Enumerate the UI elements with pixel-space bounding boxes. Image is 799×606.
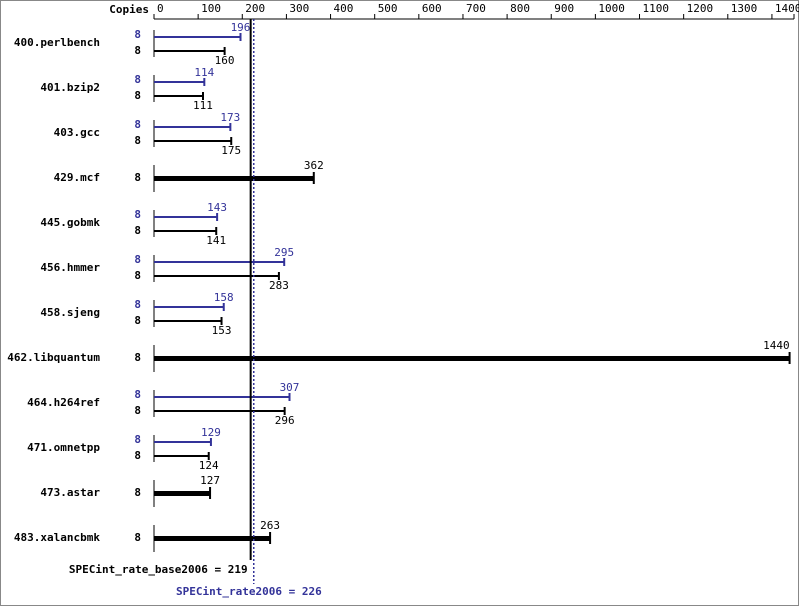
- x-tick-label: 700: [466, 2, 486, 15]
- copies-header: Copies: [109, 3, 149, 16]
- value-label: 153: [212, 324, 232, 337]
- bar: [154, 176, 314, 181]
- value-label: 124: [199, 459, 219, 472]
- category-label: 401.bzip2: [40, 81, 100, 94]
- copies: 8: [134, 44, 141, 57]
- value-label: 141: [206, 234, 226, 247]
- category-label: 473.astar: [40, 486, 100, 499]
- value-label: 111: [193, 99, 213, 112]
- value-label: 127: [200, 474, 220, 487]
- reference-label: SPECint_rate_base2006 = 219: [69, 563, 248, 576]
- copies: 8: [134, 433, 141, 446]
- category-label: 462.libquantum: [7, 351, 100, 364]
- value-label: 196: [231, 21, 251, 34]
- bar: [154, 356, 790, 361]
- value-label: 143: [207, 201, 227, 214]
- copies: 8: [134, 486, 141, 499]
- copies: 8: [134, 531, 141, 544]
- value-label: 129: [201, 426, 221, 439]
- value-label: 362: [304, 159, 324, 172]
- x-tick-label: 1300: [731, 2, 758, 15]
- value-label: 158: [214, 291, 234, 304]
- x-tick-label: 1450: [797, 2, 799, 15]
- x-tick-label: 100: [201, 2, 221, 15]
- copies: 8: [134, 171, 141, 184]
- copies: 8: [134, 28, 141, 41]
- x-tick-label: 800: [510, 2, 530, 15]
- x-tick-label: 1100: [643, 2, 670, 15]
- x-tick-label: 500: [378, 2, 398, 15]
- x-tick-label: 900: [554, 2, 574, 15]
- value-label: 173: [220, 111, 240, 124]
- copies: 8: [134, 224, 141, 237]
- value-label: 296: [275, 414, 295, 427]
- category-label: 456.hmmer: [40, 261, 100, 274]
- value-label: 263: [260, 519, 280, 532]
- copies: 8: [134, 388, 141, 401]
- value-label: 283: [269, 279, 289, 292]
- copies: 8: [134, 449, 141, 462]
- x-tick-label: 0: [157, 2, 164, 15]
- copies: 8: [134, 134, 141, 147]
- copies: 8: [134, 269, 141, 282]
- x-tick-label: 1400: [775, 2, 799, 15]
- x-tick-label: 300: [289, 2, 309, 15]
- category-label: 471.omnetpp: [27, 441, 100, 454]
- copies: 8: [134, 89, 141, 102]
- category-label: 483.xalancbmk: [14, 531, 100, 544]
- category-label: 464.h264ref: [27, 396, 100, 409]
- copies: 8: [134, 314, 141, 327]
- value-label: 295: [274, 246, 294, 259]
- value-label: 114: [194, 66, 214, 79]
- copies: 8: [134, 351, 141, 364]
- category-label: 403.gcc: [54, 126, 100, 139]
- category-label: 445.gobmk: [40, 216, 100, 229]
- value-label: 1440: [763, 339, 790, 352]
- category-label: 458.sjeng: [40, 306, 100, 319]
- copies: 8: [134, 404, 141, 417]
- x-tick-label: 1200: [687, 2, 714, 15]
- bar: [154, 491, 211, 496]
- category-label: 429.mcf: [54, 171, 100, 184]
- category-label: 400.perlbench: [14, 36, 100, 49]
- value-label: 160: [215, 54, 235, 67]
- value-label: 307: [280, 381, 300, 394]
- copies: 8: [134, 208, 141, 221]
- copies: 8: [134, 73, 141, 86]
- reference-label: SPECint_rate2006 = 226: [176, 585, 322, 598]
- copies: 8: [134, 118, 141, 131]
- copies: 8: [134, 298, 141, 311]
- x-tick-label: 400: [334, 2, 354, 15]
- x-tick-label: 200: [245, 2, 265, 15]
- copies: 8: [134, 253, 141, 266]
- bar: [154, 536, 271, 541]
- value-label: 175: [221, 144, 241, 157]
- x-tick-label: 1000: [598, 2, 625, 15]
- x-tick-label: 600: [422, 2, 442, 15]
